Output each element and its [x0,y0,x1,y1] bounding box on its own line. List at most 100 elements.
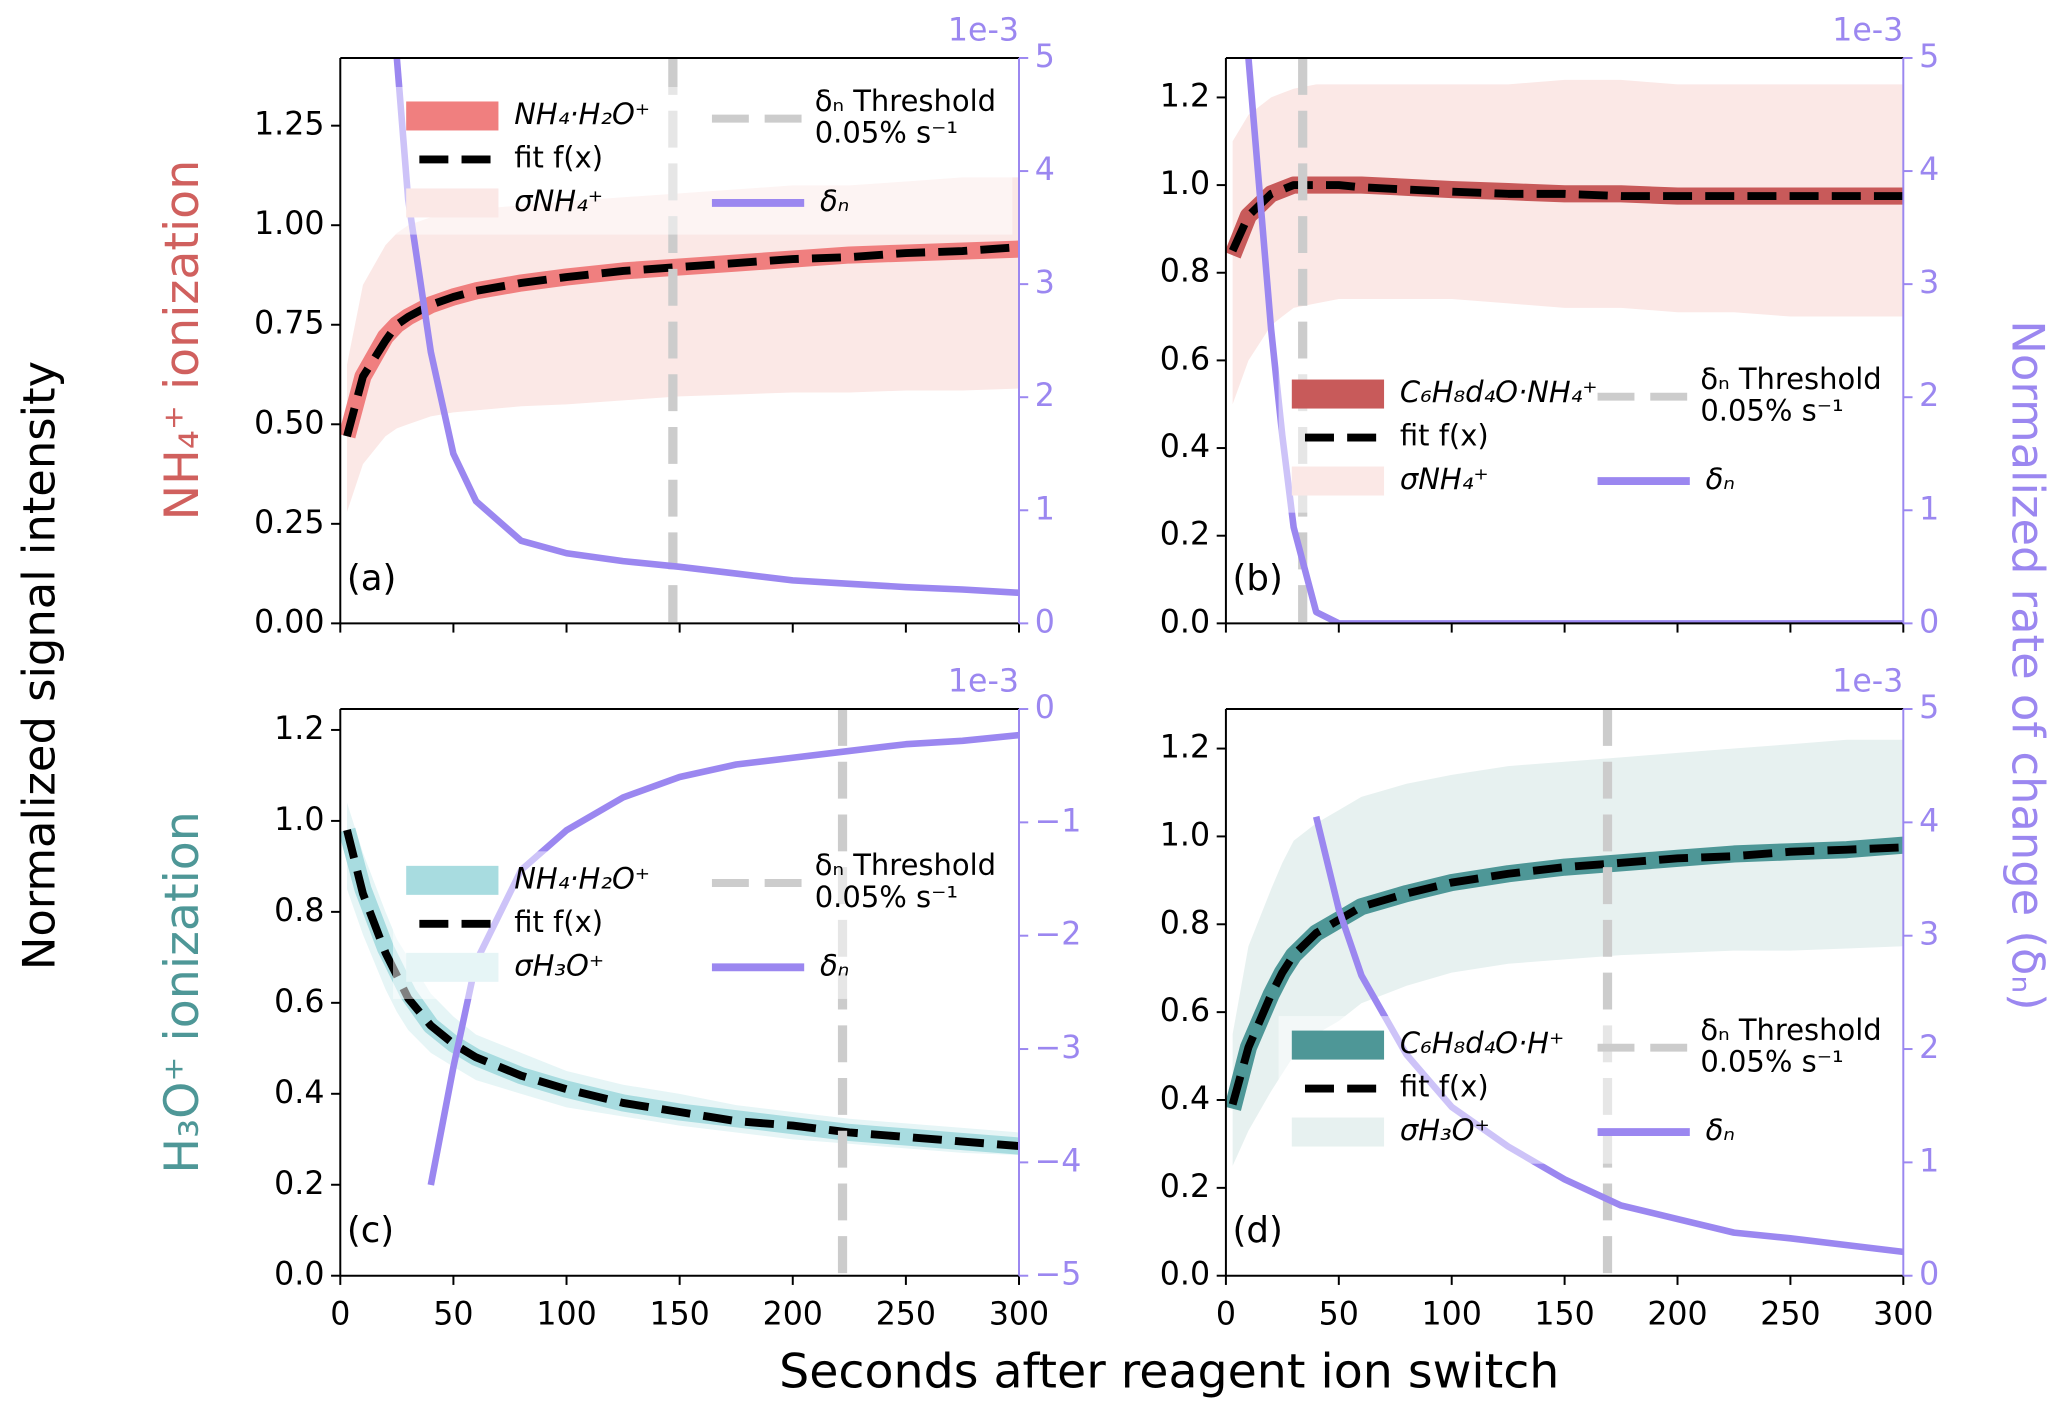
y-tick-label: 1.0 [1160,166,1210,202]
y2-tick-label: −5 [1035,1257,1082,1293]
y-tick-label: 0.25 [254,505,324,541]
x-tick-label: 300 [1873,1296,1933,1332]
panel-label: (a) [347,558,397,599]
sigma-band [1232,79,1904,405]
y-tick-label: 1.00 [254,206,324,242]
legend-label: δₙ [820,184,849,218]
y2-tick-label: 5 [1035,39,1055,75]
legend-swatch [1291,1030,1385,1060]
legend-label: δₙ Threshold [1700,362,1881,396]
y2-tick-label: 0 [1035,604,1055,640]
legend-label: fit f(x) [1400,1070,1489,1104]
plot-area [340,57,1020,624]
y2-tick-label: 5 [1919,39,1939,75]
x-tick-label: 200 [1647,1296,1707,1332]
x-tick-label: 150 [1534,1296,1594,1332]
y-tick-label: 0.8 [1160,905,1210,941]
panel-label: (c) [347,1210,394,1251]
legend-label: fit f(x) [514,905,603,939]
plot-area [1225,57,1904,624]
legend-label: NH₄·H₂O⁺ [514,861,650,895]
x-tick-label: 250 [1760,1296,1820,1332]
y2-axis-label: Normalized rate of change (δₙ) [2002,320,2055,1010]
legend-label: fit f(x) [1400,419,1489,453]
y2-tick-label: 2 [1919,1030,1939,1066]
legend-label: δₙ [1706,462,1735,496]
y-tick-label: 1.2 [1160,78,1210,114]
y2-tick-label: 0 [1919,604,1939,640]
legend-swatch [406,101,499,131]
fit-line [343,243,1020,438]
y2-tick-label: 1 [1919,491,1939,527]
x-tick-label: 0 [330,1296,350,1332]
y-axis-label: Normalized signal intensity [12,361,65,970]
y-tick-label: 0.2 [274,1166,324,1202]
legend-label: C₆H₈d₄O·NH₄⁺ [1400,375,1598,409]
legend-swatch [1291,379,1385,409]
y-tick-label: 0.0 [274,1257,324,1293]
y-tick-label: 0.0 [1160,604,1210,640]
y-tick-label: 0.2 [1160,517,1210,553]
legend-swatch [406,865,499,895]
legend-label: δₙ Threshold [1700,1013,1881,1047]
y2-tick-label: 2 [1035,378,1055,414]
y-tick-label: 0.8 [1160,254,1210,290]
legend-swatch [1291,466,1385,496]
legend-label: C₆H₈d₄O·H⁺ [1400,1026,1564,1060]
y2-tick-label: −4 [1035,1143,1082,1179]
x-tick-label: 150 [649,1296,709,1332]
y2-tick-label: −1 [1035,803,1082,839]
legend-label: 0.05% s⁻¹ [815,115,958,149]
y2-tick-label: −2 [1035,917,1082,953]
legend-label: δₙ Threshold [815,848,996,882]
y2-tick-label: 3 [1035,265,1055,301]
y-tick-label: 1.0 [274,802,324,838]
legend-label: σNH₄⁺ [514,184,603,218]
y2-tick-label: −3 [1035,1030,1082,1066]
y2-offset-label: 1e-3 [1832,13,1903,49]
y2-tick-label: 0 [1919,1257,1939,1293]
y-tick-label: 0.4 [1160,429,1210,465]
legend-label: σH₃O⁺ [514,948,604,982]
x-tick-label: 250 [876,1296,936,1332]
row-label: NH₄⁺ ionization [155,160,210,521]
legend-label: σNH₄⁺ [1400,462,1489,496]
fit-line [1229,181,1904,253]
y2-offset-label: 1e-3 [948,13,1019,49]
x-tick-label: 50 [1319,1296,1359,1332]
legend-swatch [406,188,499,218]
y-tick-label: 1.25 [254,107,324,143]
y2-tick-label: 0 [1035,690,1055,726]
panel-label: (b) [1233,558,1283,599]
x-tick-label: 100 [536,1296,596,1332]
legend-label: δₙ [820,948,849,982]
y2-tick-label: 4 [1035,152,1055,188]
x-tick-label: 100 [1422,1296,1482,1332]
y-tick-label: 1.2 [274,711,324,747]
y-tick-label: 0.00 [254,604,324,640]
y-tick-label: 1.0 [1160,817,1210,853]
legend-label: σH₃O⁺ [1400,1113,1490,1147]
y2-offset-label: 1e-3 [948,664,1019,700]
legend-label: NH₄·H₂O⁺ [514,97,650,131]
y-tick-label: 0.4 [274,1075,324,1111]
y-tick-label: 0.6 [1160,993,1210,1029]
legend-label: 0.05% s⁻¹ [1700,1045,1843,1079]
y2-tick-label: 3 [1919,917,1939,953]
y-tick-label: 0.6 [274,984,324,1020]
x-axis-label: Seconds after reagent ion switch [779,1345,1559,1400]
x-tick-label: 300 [989,1296,1049,1332]
legend-label: 0.05% s⁻¹ [1700,393,1843,427]
y2-tick-label: 4 [1919,152,1939,188]
y-tick-label: 0.0 [1160,1257,1210,1293]
y-tick-label: 0.8 [274,893,324,929]
y2-tick-label: 1 [1035,491,1055,527]
y2-tick-label: 3 [1919,265,1939,301]
x-tick-label: 200 [763,1296,823,1332]
legend-label: δₙ [1706,1113,1735,1147]
panel-label: (d) [1233,1210,1283,1251]
y-tick-label: 0.4 [1160,1081,1210,1117]
legend-swatch [406,952,499,982]
